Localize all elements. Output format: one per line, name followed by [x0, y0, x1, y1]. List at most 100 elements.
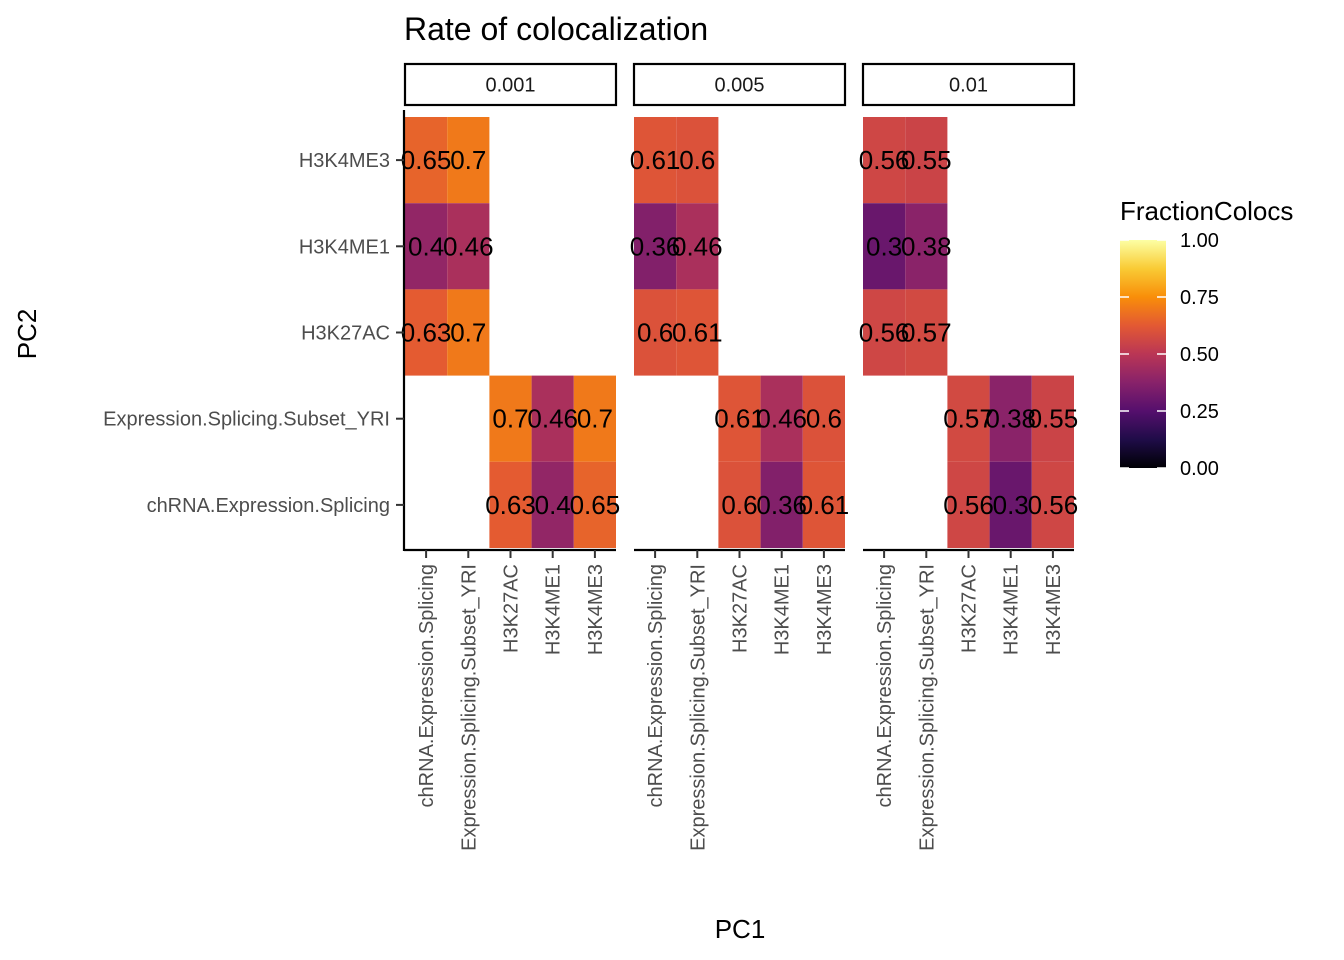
tile-value-label: 0.7 — [492, 404, 528, 434]
x-tick-label: chRNA.Expression.Splicing — [416, 564, 438, 807]
heatmap-tile — [1031, 375, 1074, 462]
legend-tick-label: 0.25 — [1180, 401, 1219, 423]
heatmap-tile — [863, 117, 906, 204]
heatmap-tile — [1031, 461, 1074, 548]
tile-value-label: 0.36 — [756, 490, 807, 520]
tile-value-label: 0.46 — [443, 231, 494, 261]
tile-value-label: 0.3 — [866, 231, 902, 261]
facet-strip-label: 0.001 — [485, 75, 535, 97]
heatmap-tile — [573, 375, 616, 462]
heatmap-tile — [802, 375, 845, 462]
y-tick-label: H3K27AC — [301, 323, 390, 345]
legend-tick-label: 0.75 — [1180, 287, 1219, 309]
tile-value-label: 0.61 — [799, 490, 850, 520]
tile-value-label: 0.63 — [485, 490, 536, 520]
x-axis-title: PC1 — [715, 914, 766, 944]
heatmap-tile — [405, 203, 448, 290]
facet-panels: 0.0010.650.70.40.460.630.70.70.460.70.63… — [103, 62, 1079, 851]
y-tick-label: H3K4ME1 — [299, 236, 390, 258]
y-tick-label: H3K4ME3 — [299, 150, 390, 172]
heatmap-tile — [947, 375, 990, 462]
tile-value-label: 0.6 — [679, 145, 715, 175]
x-tick-label: H3K27AC — [501, 564, 523, 653]
x-tick-label: chRNA.Expression.Splicing — [874, 564, 896, 807]
tile-value-label: 0.46 — [527, 404, 578, 434]
y-tick-label: Expression.Splicing.Subset_YRI — [103, 409, 390, 431]
tile-value-label: 0.65 — [401, 145, 452, 175]
heatmap-tile — [760, 461, 803, 548]
tile-value-label: 0.36 — [630, 231, 681, 261]
heatmap-tile — [489, 375, 532, 462]
tile-value-label: 0.56 — [1028, 490, 1079, 520]
x-tick-label: Expression.Splicing.Subset_YRI — [458, 564, 480, 851]
x-tick-label: chRNA.Expression.Splicing — [645, 564, 667, 807]
x-tick-label: H3K4ME1 — [772, 564, 794, 655]
tile-value-label: 0.55 — [1028, 404, 1079, 434]
facet-panel: 0.0050.610.60.360.460.60.610.610.460.60.… — [630, 62, 850, 851]
tile-value-label: 0.7 — [450, 145, 486, 175]
heatmap-tile — [634, 203, 677, 290]
x-tick-label: H3K4ME1 — [543, 564, 565, 655]
heatmap-tile — [447, 117, 490, 204]
tile-value-label: 0.63 — [401, 318, 452, 348]
heatmap-tile — [905, 289, 948, 376]
facet-panel: 0.0010.650.70.40.460.630.70.70.460.70.63… — [401, 62, 621, 851]
tile-value-label: 0.61 — [672, 318, 723, 348]
x-tick-label: H3K4ME3 — [1043, 564, 1065, 655]
heatmap-tile — [989, 461, 1032, 548]
heatmap-tile — [989, 375, 1032, 462]
x-tick-label: H3K27AC — [730, 564, 752, 653]
heatmap-tile — [905, 203, 948, 290]
tile-value-label: 0.56 — [859, 145, 910, 175]
tile-value-label: 0.61 — [714, 404, 765, 434]
tile-value-label: 0.57 — [901, 318, 952, 348]
heatmap-tile — [573, 461, 616, 548]
legend-title: FractionColocs — [1120, 196, 1293, 226]
fill-legend: FractionColocs 0.00 0.25 0.50 0.75 1.00 — [1120, 196, 1293, 480]
tile-value-label: 0.6 — [721, 490, 757, 520]
heatmap-tile — [863, 203, 906, 290]
heatmap-tile — [802, 461, 845, 548]
y-axis: chRNA.Expression.Splicing Expression.Spli… — [103, 110, 406, 551]
heatmap-tile — [531, 375, 574, 462]
heatmap-tile — [676, 289, 719, 376]
facet-panel: 0.010.560.550.30.380.560.570.570.380.550… — [859, 62, 1079, 851]
heatmap-tile — [405, 289, 448, 376]
tile-value-label: 0.56 — [943, 490, 994, 520]
x-tick-label: H3K4ME3 — [814, 564, 836, 655]
tile-value-label: 0.61 — [630, 145, 681, 175]
heatmap-tile — [489, 461, 532, 548]
heatmap-tile — [905, 117, 948, 204]
tile-value-label: 0.7 — [450, 318, 486, 348]
tile-value-label: 0.3 — [993, 490, 1029, 520]
heatmap-tile — [447, 289, 490, 376]
heatmap-tile — [718, 461, 761, 548]
facet-strip — [403, 62, 618, 107]
tile-value-label: 0.46 — [756, 404, 807, 434]
facet-strip — [861, 62, 1076, 107]
tile-value-label: 0.57 — [943, 404, 994, 434]
heatmap-tile — [760, 375, 803, 462]
heatmap-tile — [676, 203, 719, 290]
x-tick-label: H3K4ME1 — [1001, 564, 1023, 655]
heatmap-tile — [676, 117, 719, 204]
facet-strip-label: 0.01 — [949, 75, 988, 97]
tile-value-label: 0.38 — [985, 404, 1036, 434]
legend-tick-label: 0.50 — [1180, 344, 1219, 366]
tile-value-label: 0.46 — [672, 231, 723, 261]
heatmap-tile — [634, 289, 677, 376]
tile-value-label: 0.7 — [577, 404, 613, 434]
heatmap-tile — [405, 117, 448, 204]
legend-ticks: 0.00 0.25 0.50 0.75 1.00 — [1120, 230, 1219, 480]
tile-value-label: 0.65 — [570, 490, 621, 520]
tile-value-label: 0.4 — [408, 231, 444, 261]
y-tick-label: chRNA.Expression.Splicing — [147, 495, 390, 517]
heatmap-tile — [634, 117, 677, 204]
heatmap-tile — [718, 375, 761, 462]
x-tick-label: Expression.Splicing.Subset_YRI — [916, 564, 938, 851]
tile-value-label: 0.56 — [859, 318, 910, 348]
legend-tick-label: 0.00 — [1180, 458, 1219, 480]
chart-title: Rate of colocalization — [404, 11, 708, 47]
x-tick-label: H3K4ME3 — [585, 564, 607, 655]
